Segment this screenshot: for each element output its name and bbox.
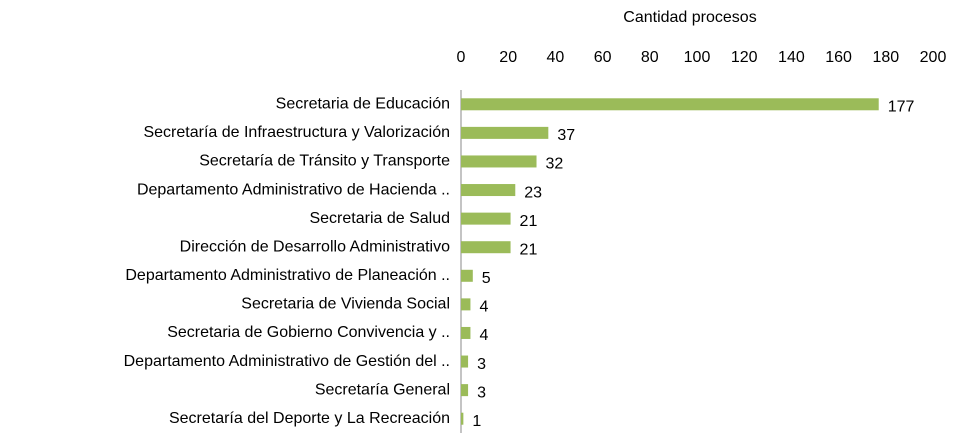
y-tick-label: Secretaría de Infraestructura y Valoriza… [143,124,450,141]
bar [461,241,511,254]
x-tick-label: 0 [457,49,466,66]
bar [461,212,511,225]
data-label: 177 [888,99,915,116]
data-label: 21 [520,241,538,258]
x-tick-label: 100 [684,49,711,66]
bar [461,298,471,311]
bar [461,269,473,282]
data-label: 23 [524,184,542,201]
bar [461,184,516,197]
y-tick-label: Secretaria de Vivienda Social [241,296,450,313]
y-tick-label: Secretaría General [315,381,450,398]
data-label: 37 [557,127,575,144]
y-tick-label: Departamento Administrativo de Planeació… [125,267,450,284]
y-tick-label: Secretaria de Salud [309,210,450,227]
y-tick-label: Departamento Administrativo de Gestión d… [124,353,450,370]
x-tick-label: 200 [920,49,947,66]
bar [461,355,469,368]
data-label: 1 [472,413,481,430]
y-tick-label: Dirección de Desarrollo Administrativo [180,238,450,255]
x-tick-label: 180 [872,49,899,66]
bar [461,98,879,111]
x-tick-label: 140 [778,49,805,66]
y-tick-label: Secretaria de Gobierno Convivencia y .. [167,324,450,341]
data-label: 3 [477,356,486,373]
x-tick-label: 120 [731,49,758,66]
data-label: 4 [479,327,488,344]
data-label: 5 [482,270,491,287]
y-tick-label: Secretaría de Tránsito y Transporte [199,153,450,170]
x-tick-label: 20 [499,49,517,66]
x-tick-label: 40 [547,49,565,66]
data-label: 3 [477,384,486,401]
data-label: 21 [520,213,538,230]
bar [461,384,469,397]
bar [461,326,471,339]
y-tick-label: Secretaria de Educación [276,96,450,113]
bar [461,412,464,425]
bar [461,126,549,139]
y-tick-label: Departamento Administrativo de Hacienda … [137,181,450,198]
axis-title: Cantidad procesos [623,9,756,26]
data-label: 32 [546,156,564,173]
x-tick-label: 160 [825,49,852,66]
bar [461,155,537,168]
x-tick-label: 60 [594,49,612,66]
data-label: 4 [479,299,488,316]
y-tick-label: Secretaría del Deporte y La Recreación [169,410,450,427]
x-tick-label: 80 [641,49,659,66]
